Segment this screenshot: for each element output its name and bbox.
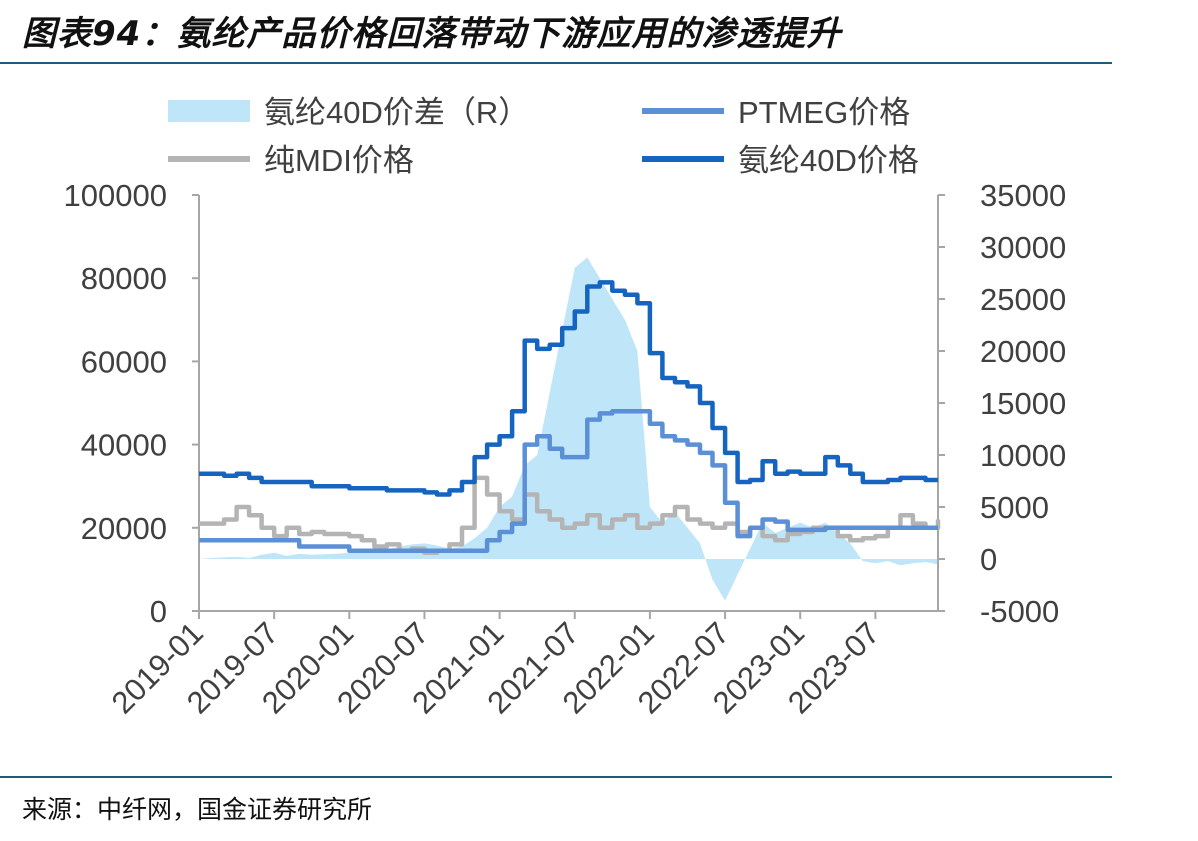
legend-swatch-area (168, 100, 250, 122)
series-spandex-line (199, 280, 938, 497)
legend-label: 纯MDI价格 (264, 143, 414, 178)
right-tick-label: 20000 (980, 334, 1066, 369)
left-tick-label: 40000 (81, 428, 167, 463)
series-spread-area (199, 257, 938, 601)
right-tick-label: 15000 (980, 386, 1066, 421)
left-tick-label: 80000 (81, 261, 167, 296)
spread-area-layer (199, 257, 938, 601)
right-tick-label: -5000 (980, 594, 1059, 629)
right-tick-label: 10000 (980, 438, 1066, 473)
left-tick-label: 20000 (81, 511, 167, 546)
right-tick-label: 0 (980, 542, 997, 577)
legend-label: PTMEG价格 (738, 95, 910, 130)
left-tick-label: 100000 (64, 178, 167, 213)
right-tick-label: 35000 (980, 178, 1066, 213)
source-note: 来源：中纤网，国金证券研究所 (22, 795, 373, 824)
legend-label: 氨纶40D价差（R） (264, 95, 529, 130)
price-lines-layer (199, 280, 941, 556)
right-tick-label: 30000 (980, 230, 1066, 265)
legend-label: 氨纶40D价格 (738, 143, 919, 178)
chart: 1000008000060000400002000003500030000250… (64, 95, 1067, 720)
title-rule (0, 62, 1112, 64)
right-tick-label: 25000 (980, 282, 1066, 317)
right-tick-label: 5000 (980, 490, 1049, 525)
page-title: 图表94：氨纶产品价格回落带动下游应用的渗透提升 (22, 14, 842, 54)
footer-rule (0, 776, 1112, 778)
left-tick-label: 60000 (81, 344, 167, 379)
left-tick-label: 0 (150, 594, 167, 629)
series-ptmeg-line (199, 409, 938, 553)
